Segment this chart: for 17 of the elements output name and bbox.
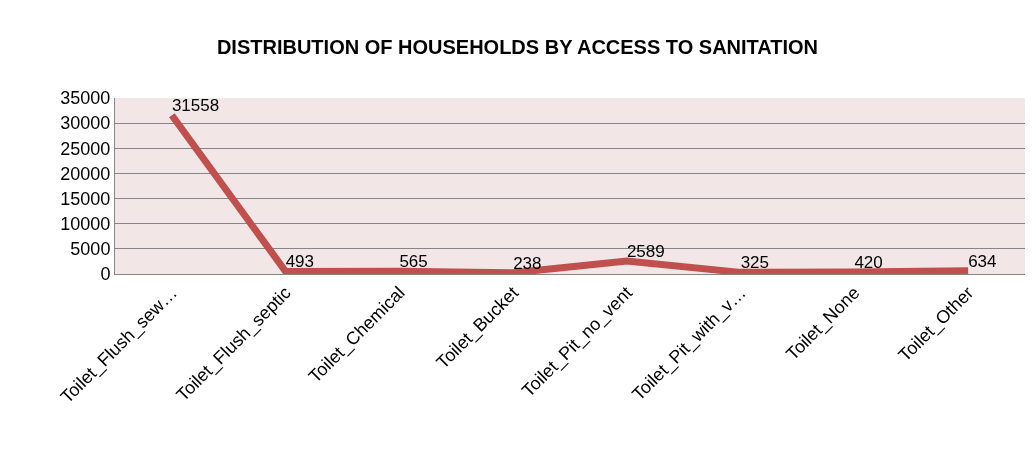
y-tick-label: 5000 (70, 239, 111, 260)
data-label: 238 (513, 253, 542, 273)
y-tick-label: 25000 (60, 138, 111, 159)
y-tick-label: 15000 (60, 188, 111, 209)
y-tick-label: 20000 (60, 163, 111, 184)
chart-title: DISTRIBUTION OF HOUSEHOLDS BY ACCESS TO SANITATION (216, 36, 819, 59)
y-tick-label: 35000 (60, 88, 111, 109)
y-tick-label: 30000 (60, 113, 111, 134)
data-label: 420 (854, 252, 883, 272)
data-label: 325 (740, 253, 770, 273)
data-label: 2589 (626, 241, 665, 261)
data-label: 634 (968, 251, 997, 271)
data-label: 31558 (171, 96, 220, 116)
data-label: 565 (399, 251, 428, 271)
y-tick-label: 10000 (60, 214, 111, 235)
y-tick-label: 0 (100, 264, 111, 285)
data-label: 493 (285, 252, 315, 272)
